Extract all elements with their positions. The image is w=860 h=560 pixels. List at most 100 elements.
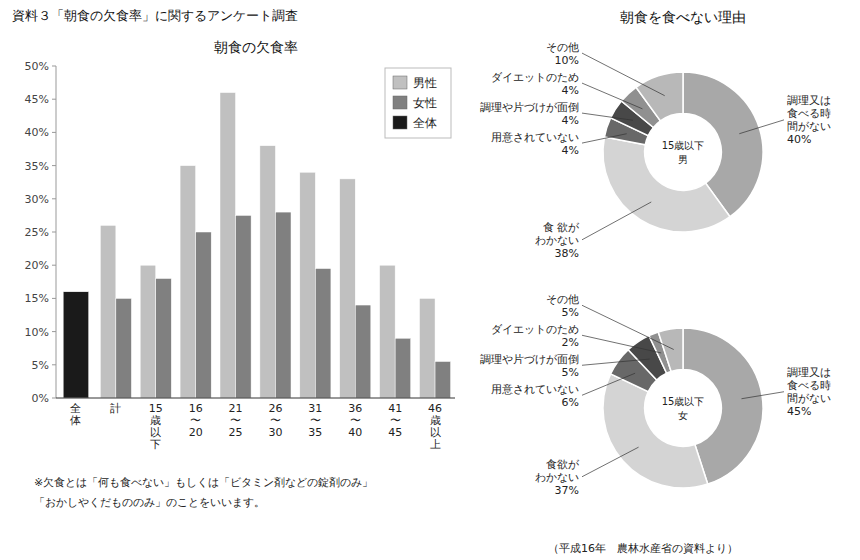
bar [196,232,212,398]
page-title: 資料３「朝食の欠食率」に関するアンケート調査 [12,8,298,23]
x-tick-label: 26〜30 [268,402,282,439]
slice-label: その他 [546,293,579,306]
slice-label: ダイエットのため [491,323,579,336]
annotation: （平成16年 農林水産省の資料より） [548,542,738,555]
bar [180,166,196,398]
leader-line [582,134,627,143]
slice-label: 調理又は食べる時間がない [787,366,831,405]
slice-label-line: 調理又は [787,366,831,379]
leader-line [582,113,633,120]
y-tick [52,165,56,166]
slice-label: 調理又は食べる時間がない [787,94,831,133]
y-tick [52,198,56,199]
slice-label-line: 食 欲が [543,221,580,234]
legend-swatch [393,76,407,89]
slice-label: ダイエットのため [491,71,579,84]
bar [340,179,356,398]
x-tick-label: 計 [110,402,121,415]
leader-line [582,359,650,365]
bar [236,215,252,398]
y-tick-label: 20% [25,259,49,272]
y-tick [52,132,56,133]
x-tick-label: 21〜25 [229,402,243,439]
slice-label-line: 間がない [787,120,831,133]
data-label: 4% [562,114,579,127]
x-tick-label: 41〜45 [388,402,402,439]
x-tick-label: 15歳以下 [149,402,163,451]
legend-label: 女性 [413,96,437,110]
pie-slice [603,374,708,488]
data-label: 5% [562,366,579,379]
y-tick-label: 50% [25,60,49,73]
pie-chart: 調理又は食べる時間がない40%食 欲がわかない38%用意されていない4%調理や片… [480,41,831,260]
x-tick-label: 36〜40 [348,402,362,439]
x-tick-label: 16〜20 [189,402,203,439]
x-tick-label: 31〜35 [308,402,322,439]
x-tick-label-line: 35 [308,426,322,439]
y-axis [56,66,57,398]
annotation: ※欠食とは「何も食べない」もしくは「ビタミン剤などの錠剤のみ」 [34,476,373,489]
y-tick-label: 15% [25,292,49,305]
pie-center-label-line: 女 [678,410,688,421]
slice-label-line: 食べる時 [787,107,831,120]
data-label: 6% [562,396,579,409]
data-label: 4% [562,84,579,97]
data-label: 38% [555,247,579,260]
y-tick [52,331,56,332]
bar [260,146,276,398]
y-tick-label: 0% [32,392,49,405]
data-label: 5% [562,306,579,319]
bar [380,265,396,398]
annotation: 「おかしやくだもののみ」のことをいいます。 [34,496,265,509]
slice-label-line: 調理や片づけが面倒 [480,353,579,366]
slice-label-line: 間がない [787,392,831,405]
slice-label: 調理や片づけが面倒 [480,353,579,366]
x-tick-label: 全体 [70,402,81,427]
data-label: 37% [555,484,579,497]
leader-line [582,202,651,240]
slice-label-line: 用意されていない [491,131,579,144]
data-label: 45% [787,405,811,418]
slice-label: その他 [546,41,579,54]
slice-label-line: わかない [535,471,579,484]
x-tick-label-line: 45 [388,426,402,439]
y-tick-label: 45% [25,93,49,106]
slice-label-line: 用意されていない [491,383,579,396]
chart-title: 朝食の欠食率 [214,39,298,55]
bar [355,305,371,398]
y-tick [52,232,56,233]
slice-label: 用意されていない [491,131,579,144]
leader-line [582,447,639,477]
pie-center-label-line: 15歳以下 [662,396,705,407]
legend-swatch [393,96,407,109]
bar [300,172,316,398]
x-tick-label-line: 下 [150,438,161,451]
bar [140,265,156,398]
y-tick [52,66,56,67]
y-tick [52,364,56,365]
x-tick-label-line: 30 [268,426,282,439]
y-tick-label: 5% [32,359,49,372]
x-tick-label-line: 20 [189,426,203,439]
pie-center-label-line: 男 [678,154,688,165]
leader-line [741,392,784,399]
legend: 男性女性全体 [385,68,451,138]
leader-line [582,305,674,349]
bar [419,298,435,398]
y-tick [52,265,56,266]
x-tick-label: 46歳以上 [428,402,442,451]
pie-center-label: 15歳以下男 [662,140,705,165]
slice-label-line: その他 [546,293,579,306]
leader-line [739,120,784,134]
bar [116,298,132,398]
data-label: 4% [562,144,579,157]
legend-label: 全体 [413,116,437,130]
y-tick-label: 25% [25,226,49,239]
pie-chart: 調理又は食べる時間がない45%食欲がわかない37%用意されていない6%調理や片づ… [480,293,831,497]
bar [435,361,451,398]
slice-label-line: その他 [546,41,579,54]
data-label: 2% [562,336,579,349]
x-tick-label-line: 計 [110,402,121,415]
slice-label-line: ダイエットのため [491,71,579,84]
chart-title: 朝食を食べない理由 [620,9,746,25]
